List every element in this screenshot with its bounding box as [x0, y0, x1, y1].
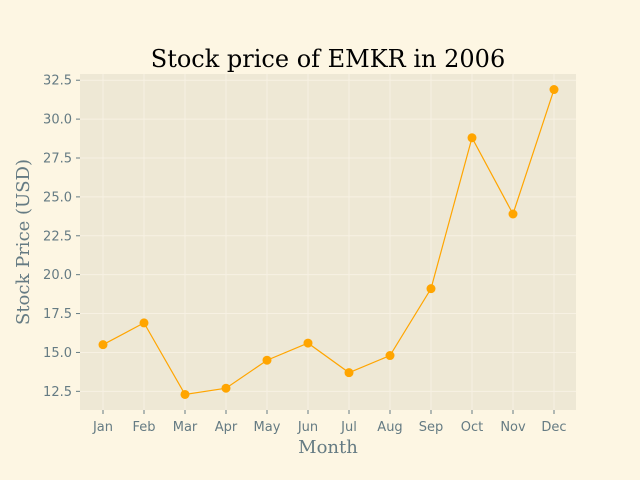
- y-axis-label: Stock Price (USD): [13, 159, 34, 325]
- chart-title: Stock price of EMKR in 2006: [151, 45, 505, 73]
- y-tick-label: 15.0: [43, 346, 72, 361]
- data-point-sep[interactable]: [426, 284, 436, 294]
- x-axis-label: Month: [298, 437, 358, 458]
- data-point-mar[interactable]: [180, 389, 190, 399]
- data-point-nov[interactable]: [508, 209, 518, 219]
- x-tick-label: Sep: [419, 420, 444, 435]
- x-tick-label: Jul: [340, 420, 357, 435]
- data-point-oct[interactable]: [467, 133, 477, 143]
- plot-area: [80, 74, 576, 410]
- data-point-jun[interactable]: [303, 338, 313, 348]
- y-tick-label: 20.0: [43, 268, 72, 283]
- y-tick-label: 30.0: [43, 113, 72, 128]
- x-tick-label: Jan: [92, 420, 113, 435]
- y-tick-label: 27.5: [43, 152, 72, 167]
- data-point-jan[interactable]: [98, 340, 108, 350]
- x-tick-label: Dec: [541, 420, 566, 435]
- axis-ticks: Jan Feb Mar Apr May Jun Jul Aug Sep Oct Nov Dec 12.5…: [43, 74, 567, 435]
- x-tick-label: Aug: [377, 420, 402, 435]
- data-point-apr[interactable]: [221, 383, 231, 393]
- x-tick-label: May: [254, 420, 281, 435]
- y-tick-label: 25.0: [43, 190, 72, 205]
- y-tick-label: 12.5: [43, 385, 72, 400]
- x-tick-label: Nov: [500, 420, 526, 435]
- data-point-jul[interactable]: [344, 368, 354, 378]
- data-point-aug[interactable]: [385, 351, 395, 361]
- series-line: [102, 89, 555, 396]
- grid: [80, 74, 576, 410]
- series-layer: [98, 85, 559, 399]
- y-tick-label: 32.5: [43, 74, 72, 89]
- x-tick-label: Feb: [132, 420, 155, 435]
- x-tick-label: Mar: [173, 420, 198, 435]
- data-point-feb[interactable]: [139, 318, 149, 328]
- x-tick-label: Oct: [461, 420, 483, 435]
- y-tick-label: 17.5: [43, 307, 72, 322]
- x-tick-label: Apr: [215, 420, 238, 435]
- x-tick-label: Jun: [297, 420, 318, 435]
- y-tick-label: 22.5: [43, 229, 72, 244]
- data-point-may[interactable]: [262, 355, 272, 365]
- data-point-dec[interactable]: [549, 85, 559, 95]
